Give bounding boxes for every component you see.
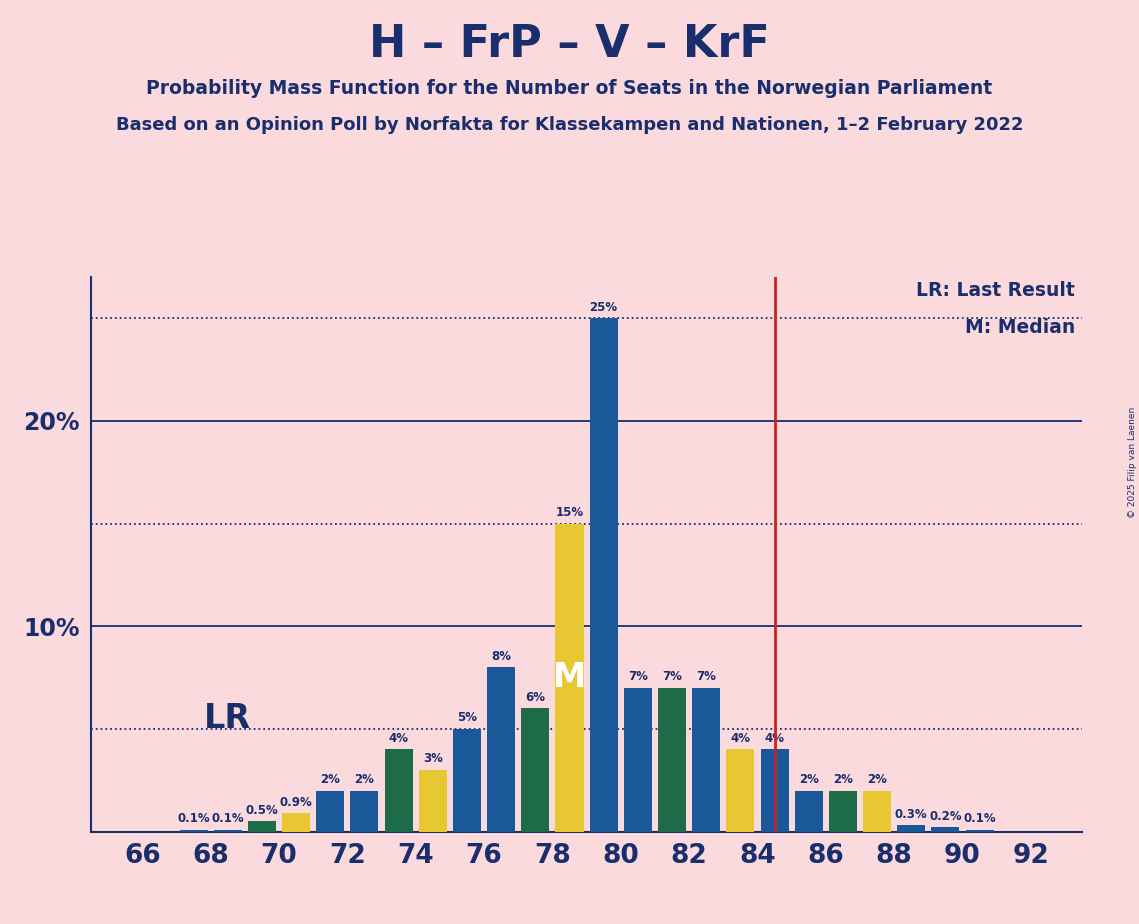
Bar: [214, 830, 241, 832]
Bar: [761, 749, 788, 832]
Bar: [522, 709, 549, 832]
Text: 5%: 5%: [457, 711, 477, 724]
Text: 6%: 6%: [525, 691, 546, 704]
Text: M: M: [552, 661, 587, 694]
Bar: [419, 770, 446, 832]
Text: M: Median: M: Median: [965, 318, 1075, 337]
Text: 15%: 15%: [556, 506, 583, 519]
Bar: [932, 828, 959, 832]
Text: 0.2%: 0.2%: [929, 810, 961, 823]
Bar: [317, 791, 344, 832]
Bar: [180, 830, 207, 832]
Bar: [556, 524, 583, 832]
Text: © 2025 Filip van Laenen: © 2025 Filip van Laenen: [1128, 407, 1137, 517]
Text: Based on an Opinion Poll by Norfakta for Klassekampen and Nationen, 1–2 February: Based on an Opinion Poll by Norfakta for…: [116, 116, 1023, 133]
Bar: [351, 791, 378, 832]
Text: 2%: 2%: [867, 773, 887, 786]
Bar: [863, 791, 891, 832]
Bar: [898, 825, 925, 832]
Bar: [795, 791, 822, 832]
Text: 0.1%: 0.1%: [178, 812, 210, 825]
Bar: [385, 749, 412, 832]
Text: 0.5%: 0.5%: [246, 804, 278, 817]
Bar: [453, 729, 481, 832]
Text: Probability Mass Function for the Number of Seats in the Norwegian Parliament: Probability Mass Function for the Number…: [147, 79, 992, 98]
Text: LR: Last Result: LR: Last Result: [917, 281, 1075, 300]
Text: 4%: 4%: [730, 732, 751, 745]
Bar: [487, 667, 515, 832]
Text: 2%: 2%: [320, 773, 341, 786]
Text: 7%: 7%: [662, 670, 682, 684]
Text: 4%: 4%: [388, 732, 409, 745]
Bar: [248, 821, 276, 832]
Text: 4%: 4%: [764, 732, 785, 745]
Bar: [829, 791, 857, 832]
Text: LR: LR: [204, 702, 252, 736]
Bar: [727, 749, 754, 832]
Text: 3%: 3%: [423, 752, 443, 765]
Text: H – FrP – V – KrF: H – FrP – V – KrF: [369, 23, 770, 67]
Text: 2%: 2%: [833, 773, 853, 786]
Text: 25%: 25%: [590, 300, 617, 314]
Text: 2%: 2%: [354, 773, 375, 786]
Text: 0.9%: 0.9%: [280, 796, 312, 808]
Text: 2%: 2%: [798, 773, 819, 786]
Text: 0.3%: 0.3%: [895, 808, 927, 821]
Text: 7%: 7%: [696, 670, 716, 684]
Text: 8%: 8%: [491, 650, 511, 663]
Bar: [966, 830, 993, 832]
Bar: [693, 687, 720, 832]
Text: 0.1%: 0.1%: [212, 812, 244, 825]
Bar: [282, 813, 310, 832]
Bar: [624, 687, 652, 832]
Bar: [590, 318, 617, 832]
Text: 7%: 7%: [628, 670, 648, 684]
Bar: [658, 687, 686, 832]
Text: 0.1%: 0.1%: [964, 812, 995, 825]
